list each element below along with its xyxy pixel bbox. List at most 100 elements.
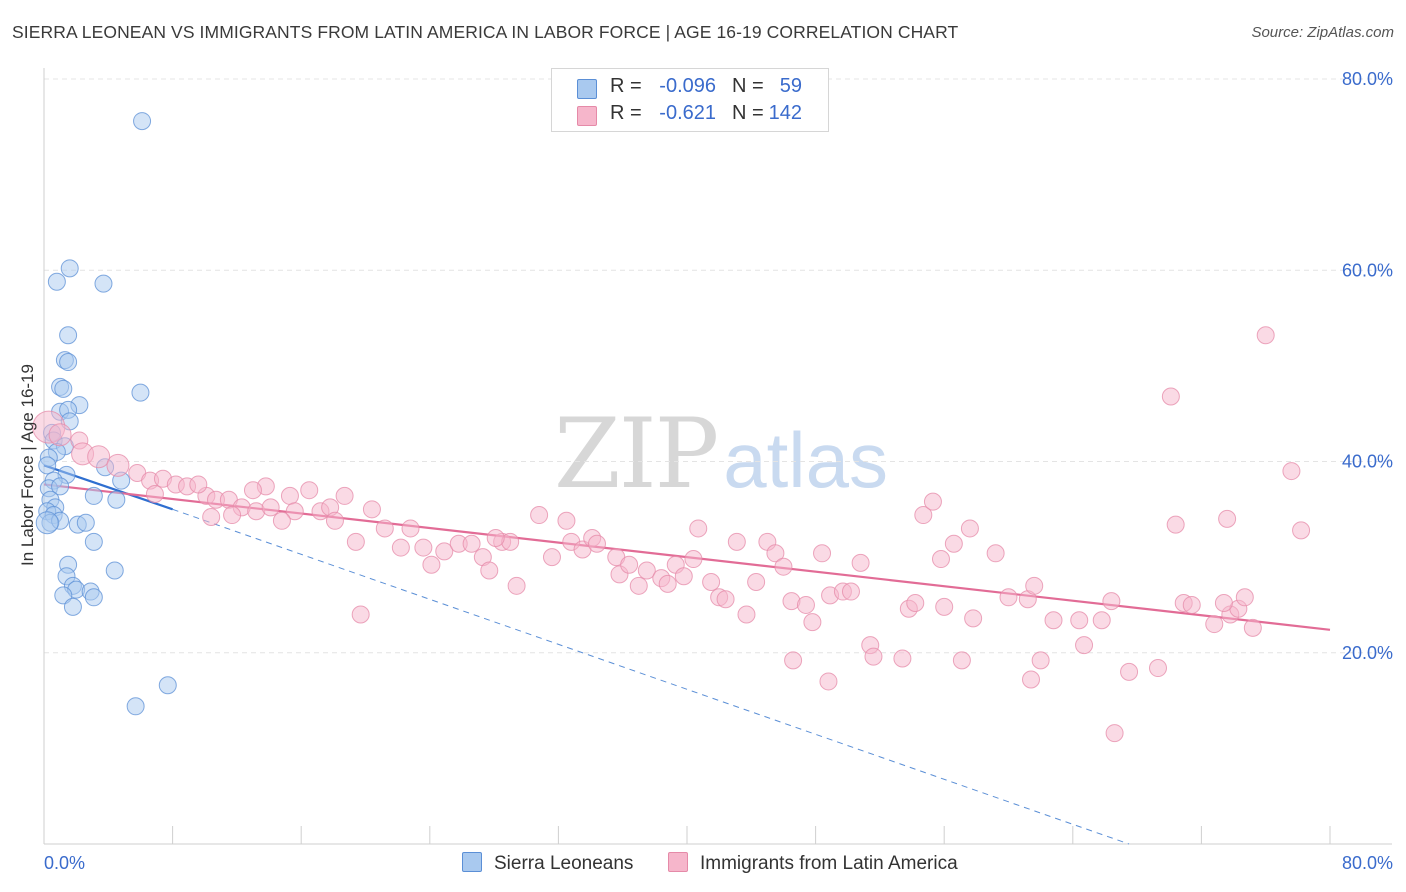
point-latin-america bbox=[803, 613, 822, 632]
point-latin-america bbox=[1292, 521, 1311, 540]
point-sierra-leonean bbox=[60, 259, 79, 278]
data-points bbox=[32, 112, 1311, 743]
point-latin-america bbox=[813, 544, 832, 563]
point-latin-america bbox=[819, 672, 838, 691]
point-latin-america bbox=[893, 649, 912, 668]
point-sierra-leonean bbox=[84, 486, 103, 505]
point-latin-america bbox=[280, 486, 299, 505]
point-latin-america bbox=[335, 486, 354, 505]
legend-r-value: -0.096 bbox=[659, 75, 716, 97]
point-latin-america bbox=[964, 609, 983, 628]
point-latin-america bbox=[362, 500, 381, 519]
point-latin-america bbox=[145, 485, 164, 504]
point-sierra-leonean bbox=[158, 676, 177, 695]
point-latin-america bbox=[261, 498, 280, 517]
chart-title: SIERRA LEONEAN VS IMMIGRANTS FROM LATIN … bbox=[12, 22, 959, 42]
point-latin-america bbox=[1243, 618, 1262, 637]
point-latin-america bbox=[658, 574, 677, 593]
bottom-legend-label: Immigrants from Latin America bbox=[700, 853, 958, 874]
bottom-legend-item-latin-america: Immigrants from Latin America bbox=[668, 852, 958, 875]
point-latin-america bbox=[507, 576, 526, 595]
point-latin-america bbox=[620, 555, 639, 574]
point-latin-america bbox=[300, 481, 319, 500]
bottom-legend-swatch-pink bbox=[668, 852, 688, 872]
bottom-legend-swatch-blue bbox=[462, 852, 482, 872]
axes bbox=[43, 68, 1392, 845]
point-latin-america bbox=[1075, 636, 1094, 655]
point-latin-america bbox=[944, 534, 963, 553]
legend-row-latin-america: R = -0.621 N = 142 bbox=[552, 102, 828, 128]
point-latin-america bbox=[637, 561, 656, 580]
point-latin-america bbox=[841, 582, 860, 601]
point-latin-america bbox=[766, 544, 785, 563]
point-sierra-leonean bbox=[59, 326, 78, 345]
point-latin-america bbox=[1182, 595, 1201, 614]
point-latin-america bbox=[1025, 576, 1044, 595]
point-latin-america bbox=[702, 572, 721, 591]
point-latin-america bbox=[931, 550, 950, 569]
y-tick-label: 60.0% bbox=[1342, 260, 1393, 280]
point-sierra-leonean bbox=[131, 383, 150, 402]
point-latin-america bbox=[1148, 659, 1167, 678]
point-latin-america bbox=[727, 532, 746, 551]
bottom-legend-label: Sierra Leoneans bbox=[494, 853, 634, 874]
point-sierra-leonean bbox=[47, 272, 66, 291]
legend-r-label: R = bbox=[610, 75, 642, 97]
point-latin-america bbox=[223, 506, 242, 525]
point-latin-america bbox=[1092, 611, 1111, 630]
point-latin-america bbox=[747, 572, 766, 591]
legend-r-label: R = bbox=[610, 102, 642, 124]
y-tick-label: 20.0% bbox=[1342, 643, 1393, 663]
point-latin-america bbox=[1166, 515, 1185, 534]
point-latin-america bbox=[1218, 509, 1237, 528]
point-latin-america bbox=[414, 538, 433, 557]
point-latin-america bbox=[587, 534, 606, 553]
watermark-zip: ZIP bbox=[554, 398, 719, 510]
point-latin-america bbox=[774, 557, 793, 576]
point-latin-america bbox=[401, 519, 420, 538]
point-latin-america bbox=[1235, 588, 1254, 607]
point-latin-america bbox=[716, 590, 735, 609]
point-sierra-leonean bbox=[107, 490, 126, 509]
point-sierra-leonean bbox=[84, 532, 103, 551]
point-latin-america bbox=[796, 595, 815, 614]
point-latin-america bbox=[435, 542, 454, 561]
point-latin-america bbox=[935, 597, 954, 616]
point-latin-america bbox=[986, 544, 1005, 563]
legend-n-value: 142 bbox=[768, 102, 802, 124]
point-latin-america bbox=[557, 511, 576, 530]
point-latin-america bbox=[346, 532, 365, 551]
point-sierra-leonean bbox=[76, 513, 95, 532]
point-latin-america bbox=[1070, 611, 1089, 630]
x-tick-label: 0.0% bbox=[44, 853, 85, 873]
point-latin-america bbox=[851, 553, 870, 572]
legend-r-value: -0.621 bbox=[659, 102, 716, 124]
point-sierra-leonean bbox=[63, 597, 82, 616]
point-latin-america bbox=[952, 651, 971, 670]
point-latin-america bbox=[48, 423, 72, 447]
point-latin-america bbox=[999, 588, 1018, 607]
tick-labels: 20.0% 40.0% 60.0% 80.0% 0.0% 80.0% bbox=[44, 69, 1393, 873]
correlation-legend: R = -0.096 N = 59 R = -0.621 N = 142 bbox=[551, 68, 829, 132]
point-latin-america bbox=[864, 647, 883, 666]
point-latin-america bbox=[684, 550, 703, 569]
point-latin-america bbox=[737, 605, 756, 624]
point-latin-america bbox=[1102, 592, 1121, 611]
point-sierra-leonean bbox=[54, 379, 73, 398]
legend-swatch-pink bbox=[577, 106, 597, 126]
point-latin-america bbox=[1205, 615, 1224, 634]
point-latin-america bbox=[1044, 611, 1063, 630]
source-label: Source: ZipAtlas.com bbox=[1251, 24, 1394, 41]
watermark-atlas: atlas bbox=[723, 416, 888, 504]
legend-row-sierra-leoneans: R = -0.096 N = 59 bbox=[552, 75, 828, 101]
legend-n-label: N = bbox=[732, 102, 764, 124]
point-latin-america bbox=[285, 502, 304, 521]
point-latin-america bbox=[689, 519, 708, 538]
point-sierra-leonean bbox=[59, 353, 78, 372]
point-latin-america bbox=[1256, 326, 1275, 345]
point-latin-america bbox=[480, 561, 499, 580]
point-latin-america bbox=[1214, 594, 1233, 613]
grid-lines bbox=[44, 78, 1392, 654]
point-latin-america bbox=[674, 567, 693, 586]
watermark: ZIPatlas bbox=[554, 398, 888, 510]
